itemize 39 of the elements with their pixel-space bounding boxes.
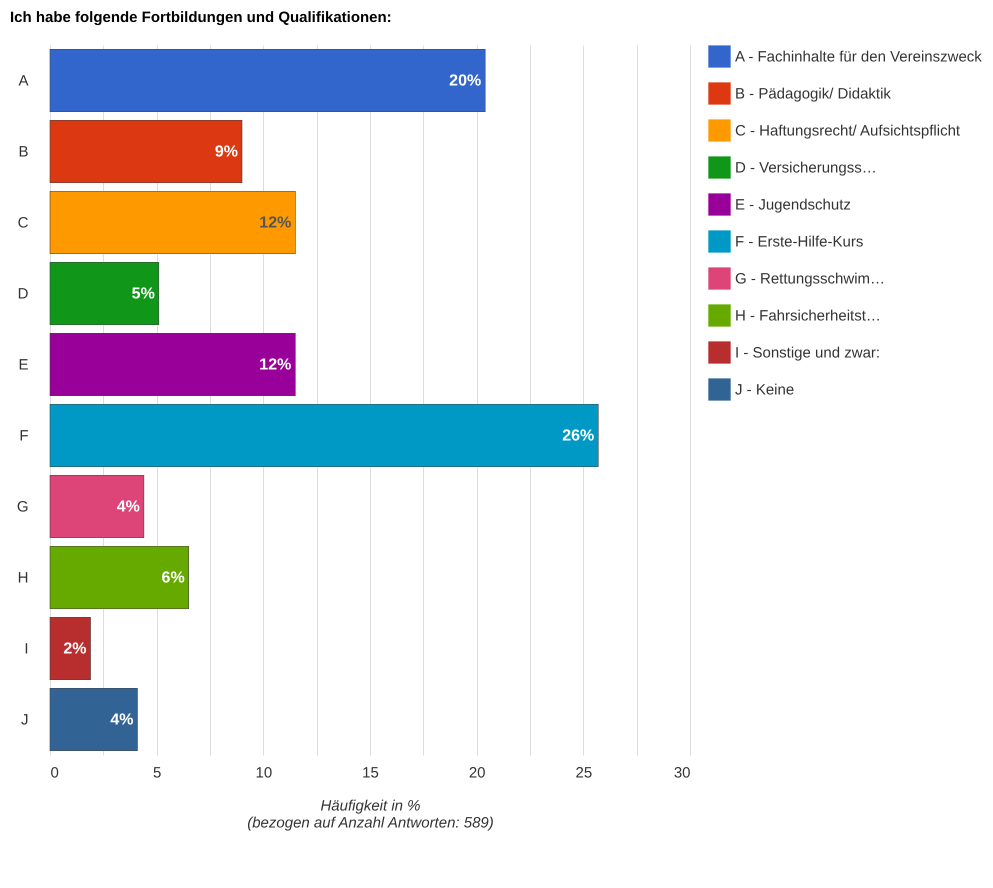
y-tick-label: D <box>18 286 29 302</box>
data-label: 5% <box>132 286 155 302</box>
legend-label: F - Erste-Hilfe-Kurs <box>735 234 864 250</box>
data-label: 12% <box>259 214 292 232</box>
legend-label: H - Fahrsicherheitst… <box>735 308 881 324</box>
data-label: 26% <box>562 428 594 444</box>
data-label: 9% <box>214 144 238 160</box>
data-label: 2% <box>63 640 87 658</box>
x-tick-label: 0 <box>50 764 59 782</box>
legend-label: J - Keine <box>735 382 794 398</box>
y-tick-label: F <box>19 428 28 444</box>
legend-label: D - Versicherungss… <box>735 160 877 176</box>
chart-title: Ich habe folgende Fortbildungen und Qualifikationen: <box>10 9 392 26</box>
y-tick-label: E <box>18 356 28 374</box>
legend-label: G - Rettungsschwim… <box>735 270 886 288</box>
y-tick-label: C <box>18 214 29 232</box>
x-axis-title: Häufigkeit in % (bezogen auf Anzahl Antworten: 589) <box>247 798 494 832</box>
x-tick-label: 5 <box>152 764 162 782</box>
y-tick-label: I <box>24 640 28 658</box>
y-tick-label: A <box>18 72 28 90</box>
legend-label: A - Fachinhalte für den Vereinszweck <box>735 48 982 66</box>
legend-label: C - Haftungsrecht/ Aufsichtspflicht <box>735 122 961 140</box>
legend-label: E - Jugendschutz <box>735 196 851 214</box>
data-label: 12% <box>259 356 292 374</box>
x-tick-label: 30 <box>674 764 690 782</box>
y-tick-label: H <box>18 570 28 586</box>
legend-label: B - Pädagogik/ Didaktik <box>735 86 892 102</box>
x-tick-label: 25 <box>575 764 592 782</box>
x-tick-label: 10 <box>255 764 272 782</box>
y-tick-label: J <box>21 712 28 728</box>
data-label: 4% <box>110 712 134 728</box>
data-label: 20% <box>449 72 482 90</box>
y-tick-label: B <box>18 144 28 160</box>
x-tick-label: 15 <box>362 764 379 782</box>
x-tick-label: 20 <box>468 764 486 782</box>
data-label: 4% <box>116 498 140 516</box>
legend-label: I - Sonstige und zwar: <box>735 344 880 362</box>
data-label: 6% <box>162 570 185 586</box>
y-tick-label: G <box>16 498 28 516</box>
